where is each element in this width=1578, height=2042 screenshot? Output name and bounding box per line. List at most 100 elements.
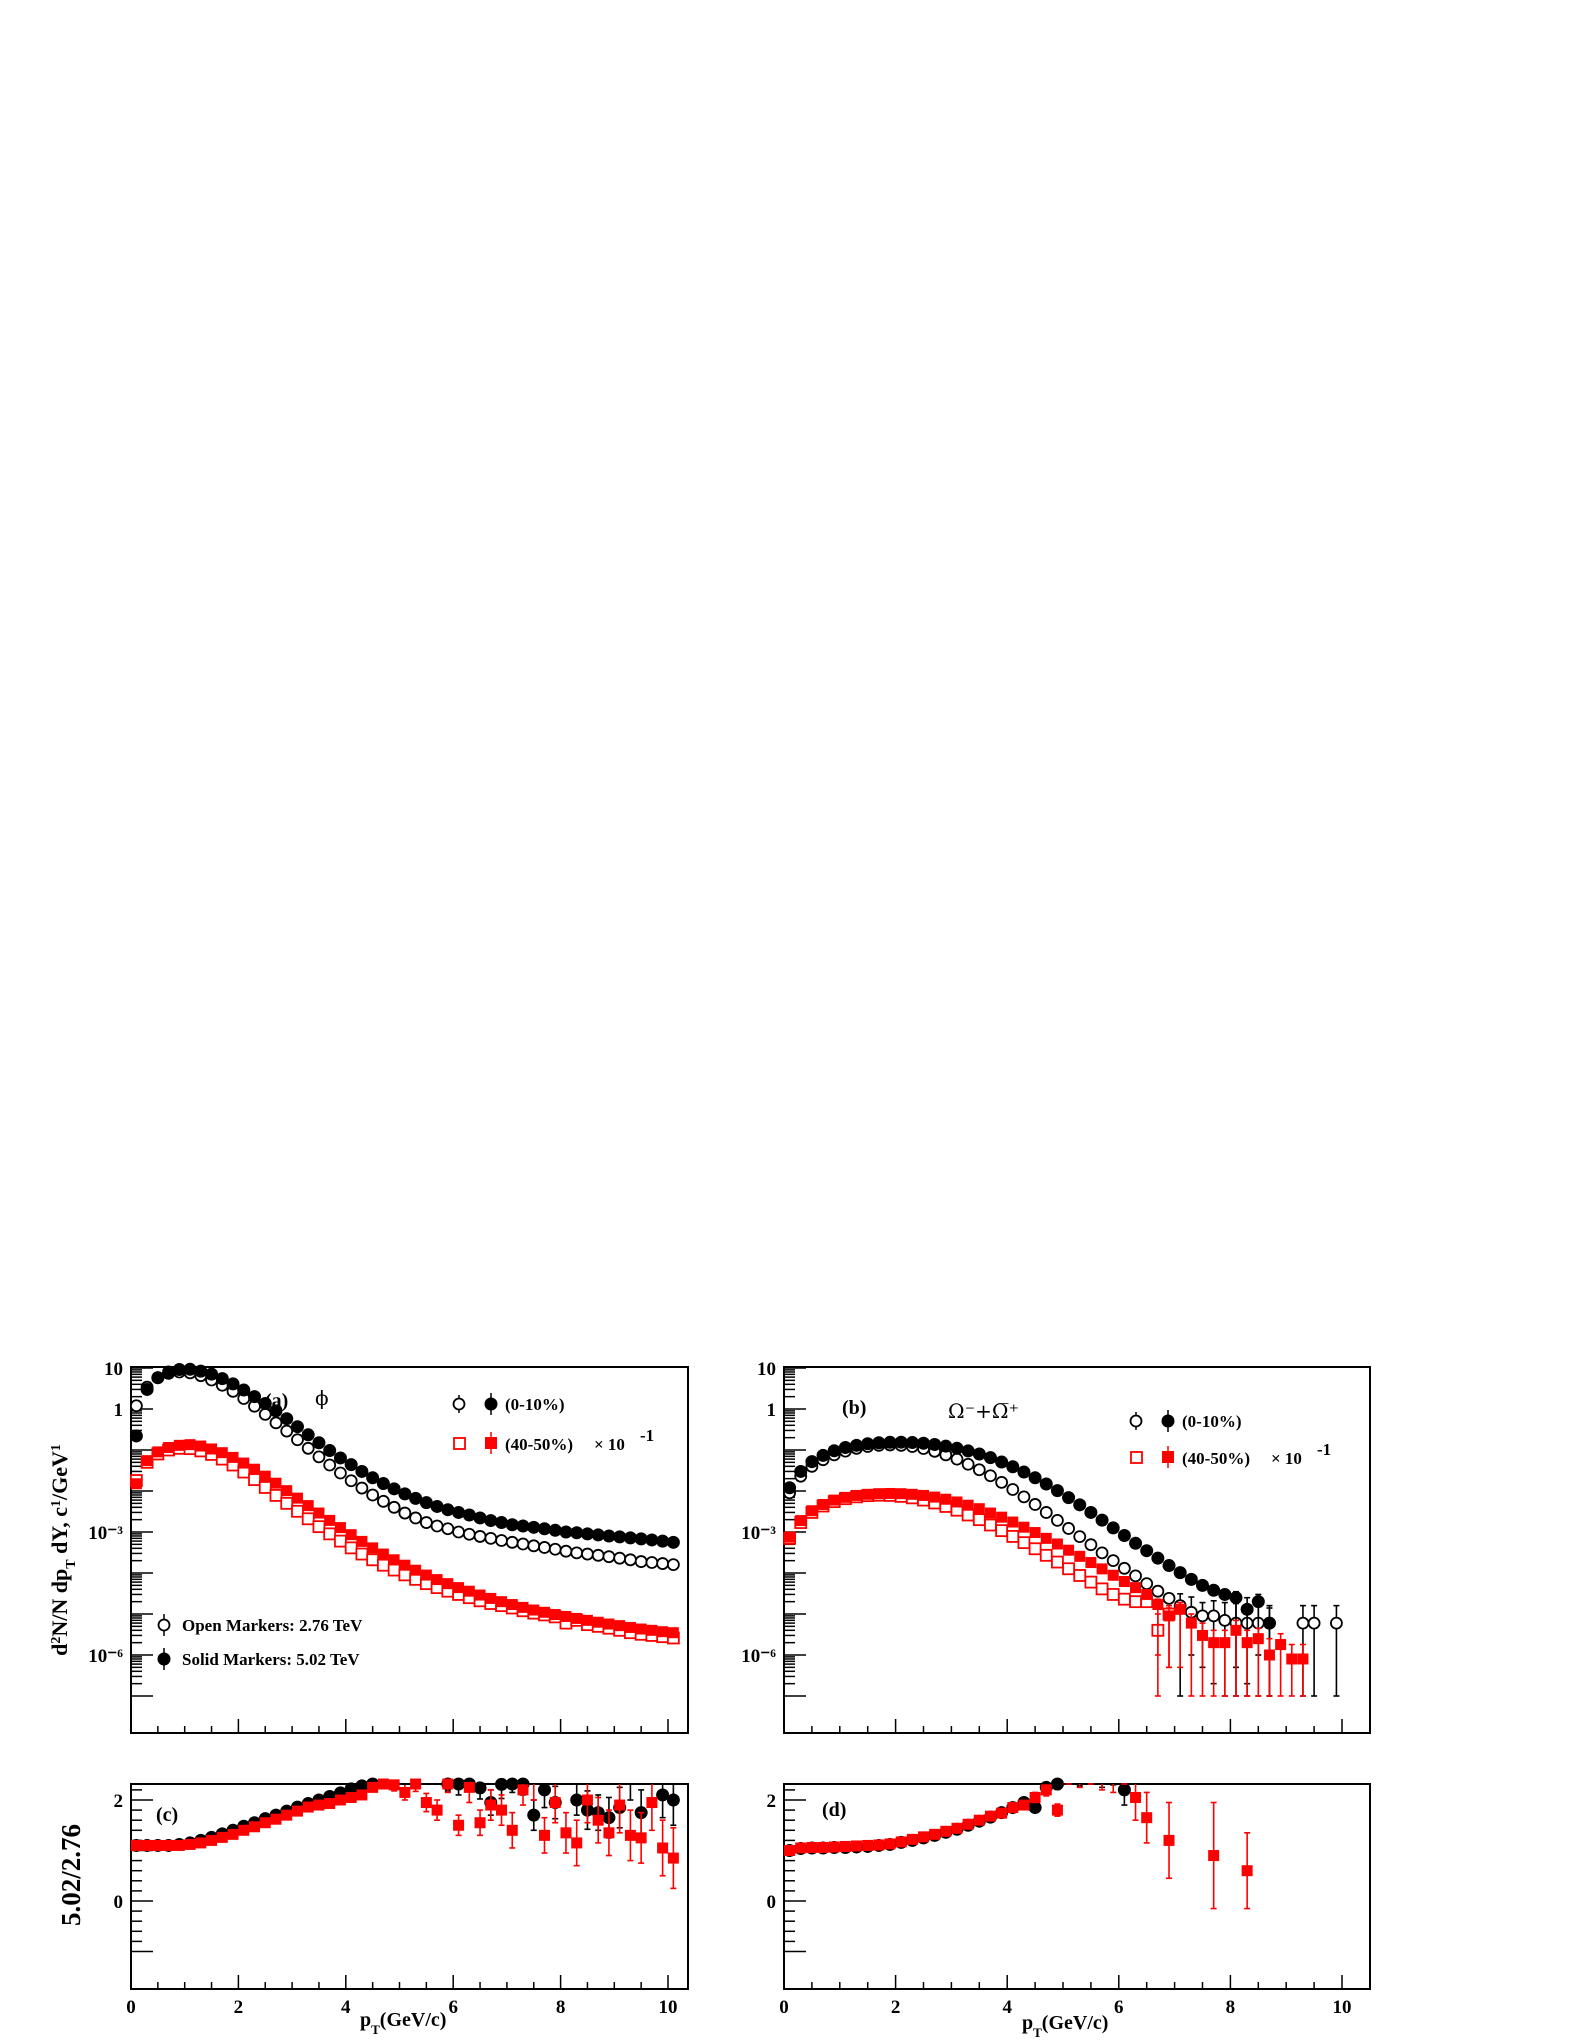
data-point [1230, 1624, 1242, 1636]
legend-a-central-solid-marker [484, 1393, 498, 1415]
data-point [184, 1838, 196, 1850]
data-point [258, 1397, 272, 1411]
data-point [613, 1551, 627, 1565]
data-point [549, 1609, 561, 1621]
data-point [130, 1839, 142, 1851]
data-point [227, 1451, 239, 1463]
data-point [580, 1527, 594, 1541]
data-point [1106, 1521, 1120, 1535]
data-point [1275, 1639, 1287, 1651]
data-point [238, 1824, 250, 1836]
legend-open-markers-marker [157, 1614, 171, 1636]
data-point [1208, 1637, 1220, 1649]
data-point [537, 1522, 551, 1536]
data-point [1050, 1777, 1064, 1791]
data-point [1219, 1637, 1231, 1649]
data-point [474, 1589, 486, 1601]
data-point [603, 1827, 615, 1839]
svg-text:d2N/N dpT dY, c1/GeV1: d2N/N dpT dY, c1/GeV1 [47, 1444, 79, 1656]
legend-b-peripheral-label: (40-50%) [1182, 1449, 1250, 1468]
data-point [1174, 1603, 1186, 1615]
data-point [1286, 1653, 1298, 1665]
data-point [1118, 1576, 1130, 1588]
x-tick-label: 8 [556, 1997, 566, 2018]
data-point [152, 1839, 164, 1851]
data-point [929, 1828, 941, 1840]
data-point [291, 1504, 304, 1518]
data-point [666, 1535, 680, 1549]
data-point [129, 1429, 143, 1443]
data-point [249, 1821, 261, 1833]
data-point [452, 1505, 466, 1519]
data-point [560, 1827, 572, 1839]
data-point [918, 1489, 929, 1501]
data-point [983, 1451, 997, 1465]
data-point [861, 1437, 875, 1451]
data-point [667, 1627, 679, 1639]
data-point [419, 1516, 433, 1529]
data-point [1196, 1609, 1209, 1623]
data-point [1006, 1530, 1020, 1543]
data-point [280, 1412, 294, 1426]
data-point [805, 1455, 819, 1469]
legend-solid-markers-marker [157, 1648, 171, 1670]
data-point [635, 1832, 647, 1844]
data-point [851, 1489, 863, 1501]
data-point [323, 1458, 337, 1472]
data-point [473, 1511, 487, 1525]
data-point [973, 1814, 985, 1826]
data-point [1095, 1546, 1109, 1560]
data-point [388, 1779, 400, 1791]
data-point [333, 1451, 347, 1465]
legend-a-peripheral-label: (40-50%) [505, 1435, 573, 1454]
y-tick-label: 10⁻³ [741, 1523, 776, 1544]
data-point [917, 1436, 930, 1450]
data-point [345, 1791, 357, 1803]
data-point [1006, 1483, 1020, 1496]
data-point [1084, 1505, 1098, 1519]
data-point [248, 1473, 261, 1486]
data-point [356, 1789, 368, 1801]
data-point [996, 1511, 1008, 1523]
data-point [1241, 1637, 1253, 1649]
data-point [129, 1399, 143, 1413]
data-point [816, 1448, 830, 1462]
data-point [1218, 1587, 1232, 1601]
data-point [1296, 1616, 1310, 1630]
data-point [894, 1435, 908, 1449]
data-point [950, 1441, 964, 1455]
data-point [794, 1464, 808, 1478]
data-point [194, 1364, 208, 1378]
data-point [1218, 1613, 1232, 1627]
data-point [996, 1807, 1008, 1819]
data-point [258, 1481, 272, 1494]
svg-text:5.02/2.76: 5.02/2.76 [56, 1824, 86, 1926]
data-point [162, 1365, 176, 1379]
data-point [344, 1541, 358, 1555]
data-point [828, 1841, 840, 1853]
data-point [1006, 1460, 1020, 1474]
data-point [215, 1372, 229, 1386]
data-point [1141, 1812, 1153, 1824]
data-point [817, 1498, 829, 1510]
data-point [527, 1539, 541, 1553]
data-point [398, 1487, 412, 1501]
data-point [940, 1493, 952, 1505]
data-point [873, 1488, 885, 1500]
data-point [388, 1554, 400, 1566]
data-point [1007, 1516, 1019, 1528]
data-point [1129, 1569, 1142, 1583]
data-point [581, 1794, 593, 1806]
y-title-part: dY, c [47, 1507, 72, 1560]
data-point [549, 1797, 561, 1809]
data-point [1074, 1550, 1086, 1562]
data-point [495, 1534, 508, 1547]
data-point [613, 1530, 627, 1544]
data-point [918, 1831, 929, 1843]
y-tick-label: 1 [767, 1400, 777, 1421]
data-point [505, 1518, 519, 1532]
legend-b-scale-factor: × 10 [1271, 1449, 1302, 1468]
data-point [961, 1444, 975, 1458]
data-point [505, 1535, 519, 1549]
data-point [355, 1481, 369, 1495]
